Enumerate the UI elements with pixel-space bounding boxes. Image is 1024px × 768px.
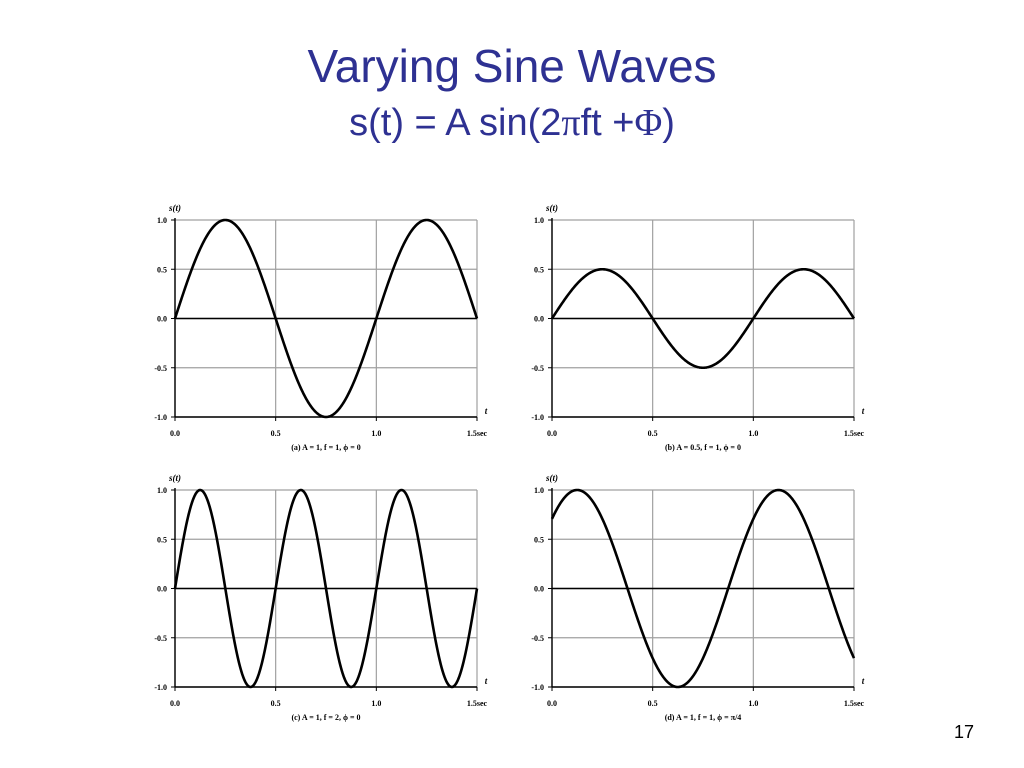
x-tick-label: 1.5sec xyxy=(844,699,865,708)
page-number: 17 xyxy=(953,722,974,742)
formula-prefix: s(t) = A sin(2 xyxy=(349,102,562,144)
x-tick-label: 1.5sec xyxy=(467,429,488,438)
y-tick-label: 0.0 xyxy=(534,585,544,594)
y-tick-label: -1.0 xyxy=(154,683,167,692)
sine-chart-1: 1.00.50.0-0.5-1.00.0 0.5 1.0 1.5secs(t)t(a)… xyxy=(154,203,487,452)
slide-title: Varying Sine Waves xyxy=(307,40,717,92)
x-tick-label: 1.5sec xyxy=(844,429,865,438)
formula-suffix: ) xyxy=(662,102,675,144)
y-tick-label: -1.0 xyxy=(531,683,544,692)
chart-caption: (c) A = 1, f = 2, ϕ = 0 xyxy=(291,713,360,722)
chart-caption: (a) A = 1, f = 1, ϕ = 0 xyxy=(291,443,361,452)
y-tick-label: -1.0 xyxy=(531,413,544,422)
x-tick-label: 0.5 xyxy=(648,699,658,708)
y-tick-label: 1.0 xyxy=(157,486,167,495)
x-tick-label: 1.0 xyxy=(748,429,758,438)
y-tick-label: -1.0 xyxy=(154,413,167,422)
y-tick-label: 0.0 xyxy=(157,585,167,594)
x-tick-label: 0.5 xyxy=(648,429,658,438)
x-axis-label: t xyxy=(862,406,865,416)
sine-curve xyxy=(173,488,479,689)
y-axis-label: s(t) xyxy=(545,473,558,483)
sine-chart-3: 1.00.50.0-0.5-1.00.0 0.5 1.0 1.5secs(t)t(c)… xyxy=(154,473,487,722)
x-tick-label: 0.0 xyxy=(170,699,180,708)
formula-phi-symbol: Φ xyxy=(634,102,663,144)
formula-mid: ft + xyxy=(580,102,635,144)
sine-chart-2: 1.00.50.0-0.5-1.00.0 0.5 1.0 1.5secs(t)t(b)… xyxy=(531,203,864,452)
y-tick-label: 1.0 xyxy=(534,486,544,495)
y-tick-label: 0.5 xyxy=(157,535,167,544)
x-tick-label: 1.0 xyxy=(371,429,381,438)
sine-curve xyxy=(173,218,479,419)
x-tick-label: 0.0 xyxy=(547,699,557,708)
y-tick-label: 0.5 xyxy=(534,265,544,274)
sine-curve xyxy=(550,488,856,689)
x-tick-label: 1.0 xyxy=(371,699,381,708)
x-tick-label: 0.5 xyxy=(271,429,281,438)
sine-curve xyxy=(550,267,856,370)
x-axis-label: t xyxy=(485,676,488,686)
x-tick-label: 1.5sec xyxy=(467,699,488,708)
x-tick-label: 1.0 xyxy=(748,699,758,708)
y-tick-label: 0.5 xyxy=(534,535,544,544)
y-tick-label: 0.0 xyxy=(534,315,544,324)
y-tick-label: -0.5 xyxy=(531,634,544,643)
y-tick-label: -0.5 xyxy=(531,364,544,373)
y-tick-label: -0.5 xyxy=(154,364,167,373)
formula-pi-symbol: π xyxy=(561,102,581,144)
y-tick-label: 1.0 xyxy=(534,216,544,225)
y-tick-label: 1.0 xyxy=(157,216,167,225)
x-tick-label: 0.5 xyxy=(271,699,281,708)
y-axis-label: s(t) xyxy=(168,473,181,483)
sine-chart-4: 1.00.50.0-0.5-1.00.0 0.5 1.0 1.5secs(t)t(d)… xyxy=(531,473,864,722)
y-tick-label: -0.5 xyxy=(154,634,167,643)
chart-caption: (d) A = 1, f = 1, ϕ = π/4 xyxy=(665,713,742,722)
chart-caption: (b) A = 0.5, f = 1, ϕ = 0 xyxy=(665,443,741,452)
y-axis-label: s(t) xyxy=(545,203,558,213)
x-tick-label: 0.0 xyxy=(547,429,557,438)
y-tick-label: 0.0 xyxy=(157,315,167,324)
x-axis-label: t xyxy=(485,406,488,416)
y-tick-label: 0.5 xyxy=(157,265,167,274)
slide-formula: s(t) = A sin(2πft +Φ) xyxy=(0,100,1024,146)
x-axis-label: t xyxy=(862,676,865,686)
y-axis-label: s(t) xyxy=(168,203,181,213)
x-tick-label: 0.0 xyxy=(170,429,180,438)
